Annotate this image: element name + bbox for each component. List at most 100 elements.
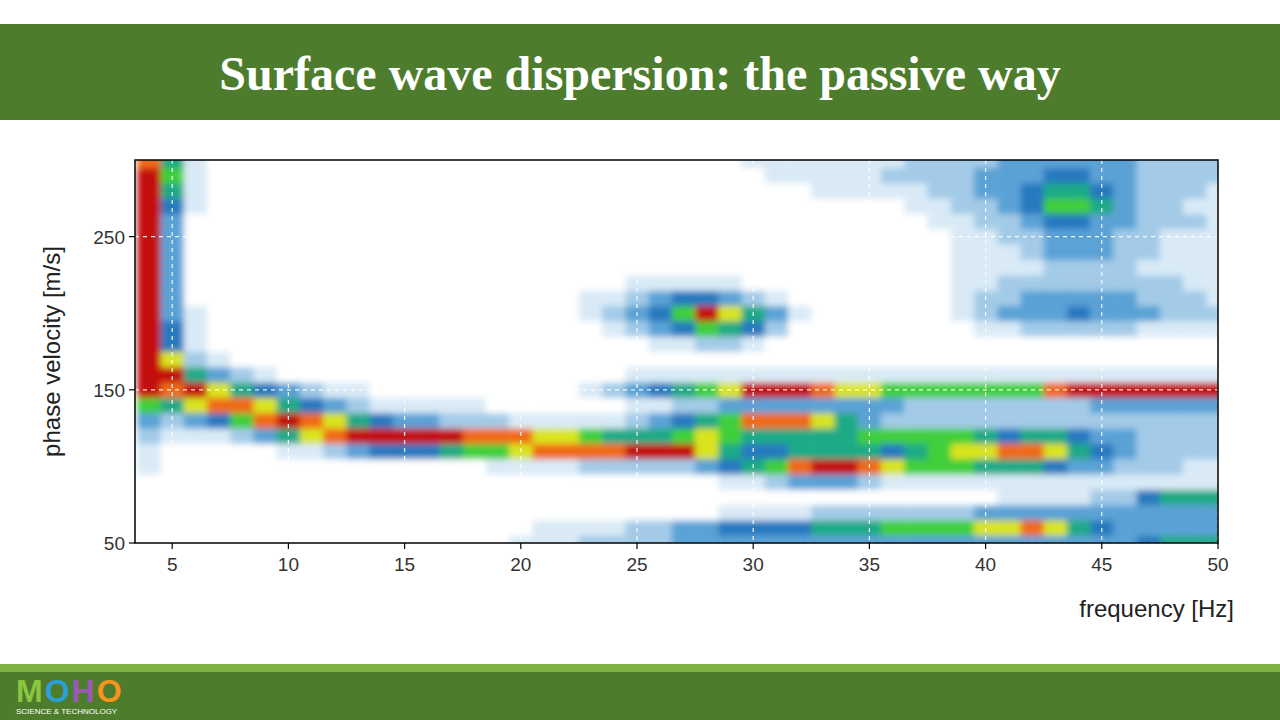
cell (672, 489, 696, 505)
cell (1113, 474, 1137, 490)
cell (556, 459, 580, 475)
cell (835, 275, 859, 291)
cell (835, 474, 859, 490)
cell (1160, 352, 1184, 368)
cell (323, 489, 347, 505)
cell (718, 244, 742, 260)
cell (602, 244, 626, 260)
cell (788, 520, 812, 536)
cell (951, 214, 975, 230)
cell (788, 459, 812, 475)
y-tick (129, 389, 135, 390)
cell (718, 160, 742, 168)
cell (370, 306, 394, 322)
cell (904, 290, 928, 306)
cell (927, 489, 951, 505)
cell (439, 505, 463, 521)
cell (439, 520, 463, 536)
cell (927, 306, 951, 322)
cell (254, 198, 278, 214)
cell (1183, 290, 1207, 306)
cell (765, 198, 789, 214)
cell (323, 443, 347, 459)
cell (695, 214, 719, 230)
cell (1137, 214, 1161, 230)
cell (370, 275, 394, 291)
cell (370, 505, 394, 521)
cell (951, 260, 975, 276)
y-tick-label: 50 (104, 533, 125, 554)
cell (997, 321, 1021, 337)
cell (718, 214, 742, 230)
cell (904, 275, 928, 291)
cell (1044, 336, 1068, 352)
x-tick (1101, 543, 1102, 549)
cell (346, 290, 370, 306)
cell (323, 397, 347, 413)
cell (323, 168, 347, 184)
cell (602, 336, 626, 352)
cell (1113, 290, 1137, 306)
cell (997, 397, 1021, 413)
cell (835, 160, 859, 168)
cell (718, 489, 742, 505)
cell (1206, 260, 1218, 276)
cell (486, 321, 510, 337)
cell (788, 489, 812, 505)
cell (788, 443, 812, 459)
cell (370, 489, 394, 505)
plot-frame (135, 160, 1218, 543)
cell (997, 306, 1021, 322)
cell (695, 520, 719, 536)
cell (254, 214, 278, 230)
cell (230, 459, 254, 475)
cell (695, 336, 719, 352)
cell (486, 474, 510, 490)
cell (835, 505, 859, 521)
cell (997, 183, 1021, 199)
cell (1183, 168, 1207, 184)
cell (254, 520, 278, 536)
cell (811, 336, 835, 352)
cell (1044, 397, 1068, 413)
cell (811, 459, 835, 475)
cell (904, 244, 928, 260)
cell (439, 397, 463, 413)
cell (904, 336, 928, 352)
cell (1206, 160, 1218, 168)
cell (1137, 382, 1161, 398)
cell (532, 198, 556, 214)
cell (718, 321, 742, 337)
cell (346, 505, 370, 521)
cell (672, 183, 696, 199)
cell (300, 321, 324, 337)
cell (463, 443, 487, 459)
cell (997, 214, 1021, 230)
cell (300, 474, 324, 490)
cell (695, 397, 719, 413)
cell (1113, 397, 1137, 413)
cell (951, 428, 975, 444)
cell (649, 489, 673, 505)
cell (811, 397, 835, 413)
cell (788, 214, 812, 230)
cell (370, 413, 394, 429)
cell (788, 306, 812, 322)
cell (439, 535, 463, 543)
cell (1160, 535, 1184, 543)
cell (1044, 214, 1068, 230)
cell (323, 505, 347, 521)
cell (556, 214, 580, 230)
cell (718, 336, 742, 352)
cell (137, 413, 161, 429)
cell (1206, 367, 1218, 383)
cell (1067, 321, 1091, 337)
cell (951, 336, 975, 352)
cell (927, 275, 951, 291)
cell (439, 459, 463, 475)
cell (370, 290, 394, 306)
cell (649, 244, 673, 260)
cell (1183, 352, 1207, 368)
cell (323, 275, 347, 291)
cell (904, 459, 928, 475)
